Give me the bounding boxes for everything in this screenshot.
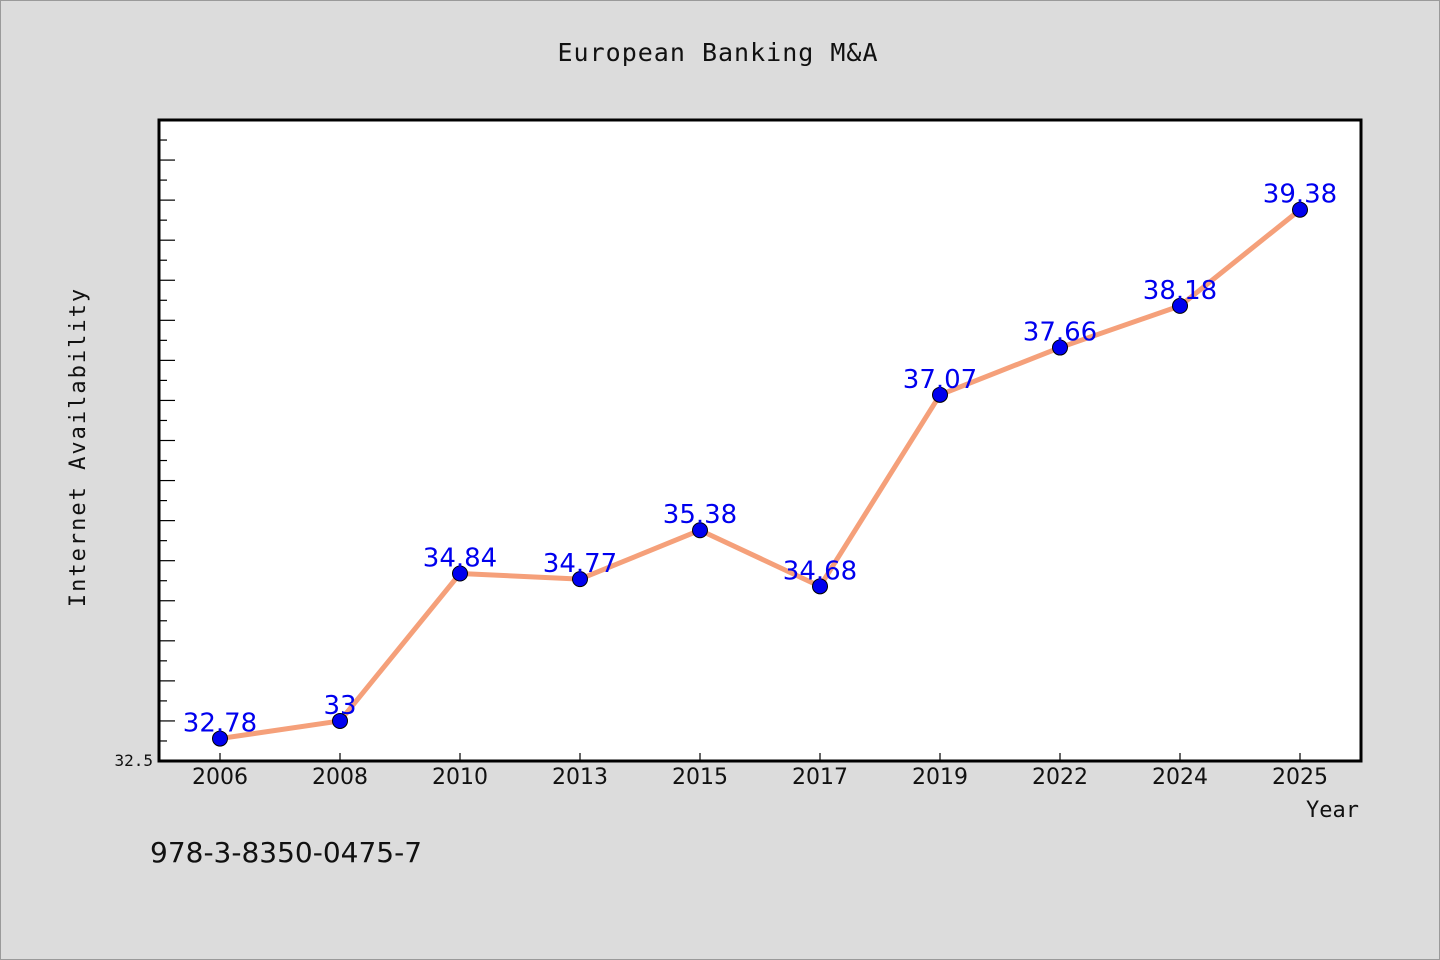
x-axis-label: Year <box>1306 798 1359 823</box>
data-point <box>1292 201 1308 218</box>
y-tick-label: 32.5 <box>114 751 153 770</box>
y-axis-label: Internet Availability <box>66 287 91 607</box>
x-tick-label: 2015 <box>672 765 728 790</box>
x-axis-ticks <box>219 753 1301 761</box>
plot-area <box>157 118 1363 763</box>
series-line <box>217 207 1303 742</box>
series-markers <box>212 201 1308 747</box>
data-label: 35.38 <box>663 500 737 530</box>
x-tick-label: 2008 <box>312 765 368 790</box>
x-tick-label: 2024 <box>1152 765 1208 790</box>
data-point <box>332 712 348 729</box>
x-axis-tick-labels: 2006 2008 2010 2013 2015 2017 2019 2022 2024 2025 <box>192 765 1328 790</box>
data-point <box>452 565 468 582</box>
data-label: 34.84 <box>423 544 497 574</box>
x-tick-label: 2022 <box>1032 765 1088 790</box>
x-tick-label: 2013 <box>552 765 608 790</box>
x-tick-label: 2019 <box>912 765 968 790</box>
data-point <box>692 522 708 539</box>
data-point <box>1172 297 1188 314</box>
data-label: 34.77 <box>543 549 617 579</box>
y-axis-ticks <box>159 119 175 762</box>
data-label: 34.68 <box>783 556 857 586</box>
footer-code: 978-3-8350-0475-7 <box>150 836 422 869</box>
data-label: 38.18 <box>1143 276 1217 306</box>
data-label: 39.38 <box>1263 180 1337 210</box>
data-label: 37.07 <box>903 365 977 395</box>
x-tick-label: 2017 <box>792 765 848 790</box>
x-tick-label: 2010 <box>432 765 488 790</box>
data-point <box>1052 339 1068 356</box>
data-point <box>212 730 228 747</box>
data-label: 33 <box>323 691 356 721</box>
x-tick-label: 2006 <box>192 765 248 790</box>
data-point <box>932 386 948 403</box>
data-point <box>812 578 828 595</box>
x-tick-label: 2025 <box>1272 765 1328 790</box>
data-labels: 32.78 33 34.84 34.77 35.38 34.68 37.07 37.66 38.… <box>183 180 1337 739</box>
chart-title: European Banking M&A <box>557 38 878 67</box>
data-label: 32.78 <box>183 709 257 739</box>
data-label: 37.66 <box>1023 318 1097 348</box>
data-point <box>572 571 588 588</box>
